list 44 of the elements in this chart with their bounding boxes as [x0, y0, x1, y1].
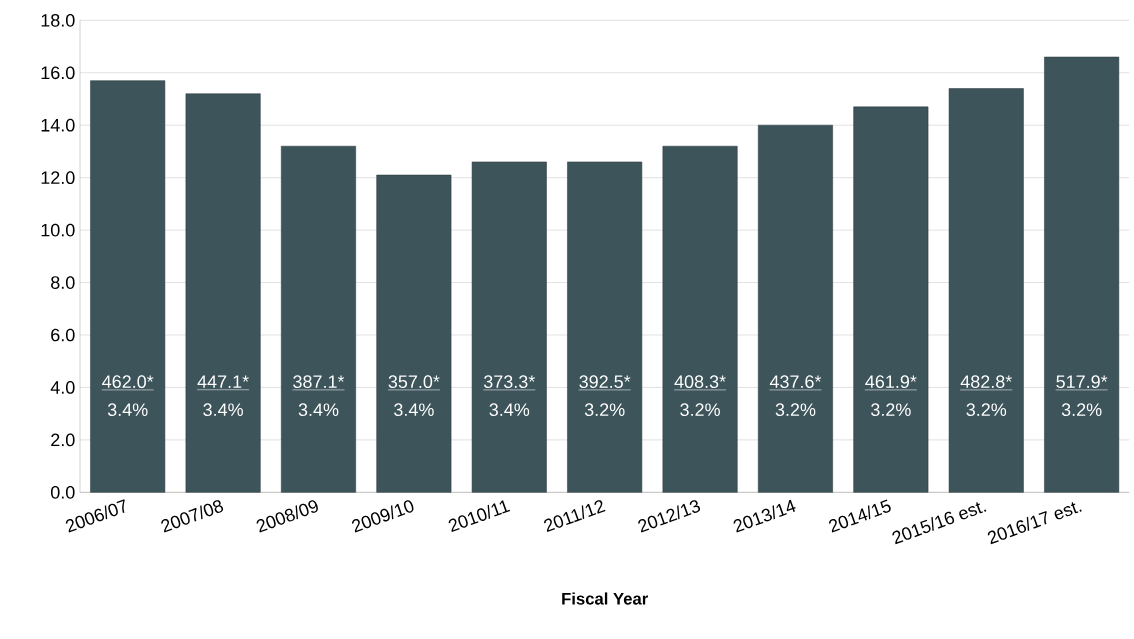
annotation: 3.4%	[394, 403, 434, 417]
y-tick-label: 10.0	[41, 223, 75, 237]
bar	[757, 124, 833, 493]
bar	[471, 161, 547, 493]
annotation: 357.0*	[388, 375, 440, 389]
annotation: 3.2%	[680, 403, 720, 417]
annotation: 3.2%	[966, 403, 1007, 417]
x-axis-title: Fiscal Year	[562, 592, 648, 605]
bar	[853, 106, 929, 493]
annotation: 462.0*	[102, 375, 154, 389]
bar	[567, 161, 643, 493]
annotation: 461.9*	[865, 375, 917, 389]
y-tick-label: 4.0	[50, 381, 75, 394]
bar	[281, 145, 356, 493]
bar	[90, 80, 166, 493]
bar	[376, 174, 452, 493]
annotation: 437.6*	[769, 375, 822, 389]
annotation: 3.4%	[489, 403, 530, 417]
annotation: 3.4%	[298, 403, 339, 417]
y-tick-label: 8.0	[51, 276, 75, 289]
annotation: 3.2%	[871, 403, 911, 417]
annotation: 387.1*	[293, 375, 345, 389]
annotation: 517.9*	[1056, 375, 1108, 389]
annotation: 3.4%	[107, 403, 148, 417]
y-tick-label: 12.0	[41, 171, 75, 185]
y-tick-label: 2.0	[51, 433, 75, 447]
annotation: 3.2%	[584, 403, 625, 417]
y-tick-label: 18.0	[41, 13, 75, 27]
annotation: 408.3*	[674, 375, 726, 389]
y-tick-label: 14.0	[41, 118, 75, 132]
bar	[948, 88, 1024, 493]
y-tick-label: 0.0	[50, 485, 75, 499]
annotation: 373.3*	[483, 375, 536, 389]
y-tick-label: 16.0	[41, 66, 75, 80]
annotation: 482.8*	[960, 375, 1012, 389]
annotation: 3.2%	[1061, 403, 1102, 417]
annotation: 3.4%	[203, 403, 243, 417]
annotation: 392.5*	[579, 375, 631, 389]
y-tick-label: 6.0	[51, 328, 75, 342]
bar	[1044, 56, 1120, 493]
annotation: 3.2%	[775, 403, 816, 417]
annotation: 447.1*	[197, 375, 249, 388]
bar	[185, 93, 261, 493]
bar	[662, 145, 738, 493]
